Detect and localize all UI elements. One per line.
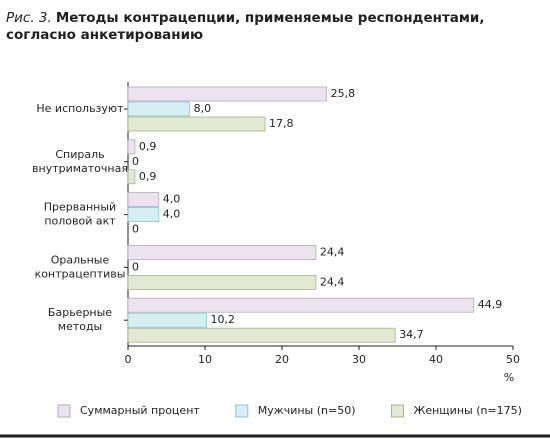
y-tick-label: Барьерные методы	[48, 306, 112, 333]
bar	[127, 207, 160, 223]
value-label: 0	[132, 155, 139, 168]
bar	[127, 244, 317, 260]
value-label: 0	[132, 223, 139, 236]
value-label: 0	[132, 260, 139, 273]
x-tick-label: 20	[275, 353, 289, 366]
value-label: 44,9	[478, 298, 503, 311]
x-tick-label: 10	[198, 353, 212, 366]
value-label: 34,7	[399, 328, 424, 341]
value-label: 0,9	[139, 140, 157, 153]
bar	[127, 86, 328, 102]
x-tick-label: 30	[352, 353, 366, 366]
value-label: 8,0	[194, 102, 212, 115]
legend-swatch	[391, 404, 404, 418]
bar	[127, 312, 207, 328]
y-tick-label: Прерванный половой акт	[44, 201, 116, 228]
x-tick-label: 0	[125, 353, 132, 366]
bar	[127, 116, 266, 132]
legend-label: Суммарный процент	[80, 404, 200, 417]
value-label: 24,4	[320, 245, 345, 258]
value-label: 0,9	[139, 170, 157, 183]
bar	[127, 139, 136, 155]
legend-swatch	[57, 404, 71, 418]
legend-label: Мужчины (n=50)	[258, 404, 356, 417]
bar	[127, 101, 190, 117]
x-tick-label: 40	[429, 353, 443, 366]
y-tick-label: Спираль внутриматочная	[32, 148, 128, 175]
bar	[127, 192, 160, 208]
x-axis-label: %	[504, 371, 514, 384]
value-label: 17,8	[269, 117, 294, 130]
value-label: 4,0	[163, 208, 181, 221]
value-label: 24,4	[320, 275, 345, 288]
bar	[127, 297, 475, 313]
bar	[127, 327, 396, 343]
bar	[127, 274, 317, 290]
figure-label: Рис. 3.	[6, 10, 52, 26]
chart-title: Методы контрацепции, применяемые респонд…	[6, 10, 485, 43]
legend-label: Женщины (n=175)	[414, 404, 522, 417]
bar	[127, 169, 136, 185]
value-label: 4,0	[163, 193, 181, 206]
y-tick-label: Не используют	[36, 102, 124, 115]
value-label: 25,8	[331, 87, 356, 100]
value-label: 10,2	[211, 313, 236, 326]
x-tick-label: 50	[506, 353, 520, 366]
legend-swatch	[235, 404, 249, 418]
y-tick-label: Оральные контрацептивы	[35, 253, 126, 280]
